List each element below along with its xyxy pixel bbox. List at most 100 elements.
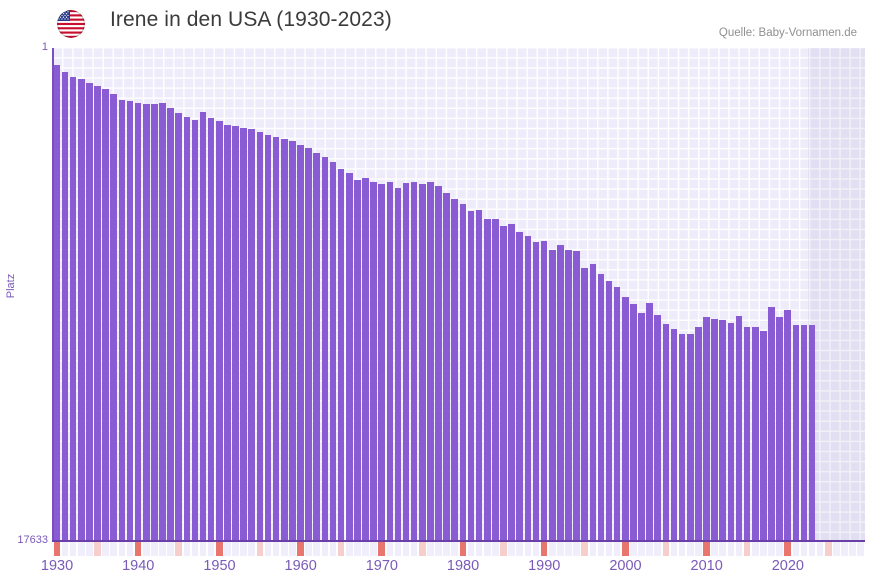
x-axis-label-1940: 1940 — [122, 558, 155, 574]
x-tick-2002 — [638, 542, 645, 556]
x-tick-1984 — [492, 542, 499, 556]
x-tick-major-1960 — [297, 542, 304, 556]
x-tick-1973 — [402, 542, 410, 556]
x-tick-1947 — [191, 542, 199, 556]
bar-2011 — [711, 319, 718, 541]
bar-2018 — [768, 307, 775, 541]
x-tick-2005 — [662, 542, 670, 556]
bar-2008 — [686, 334, 694, 541]
x-tick-major-1990 — [540, 542, 548, 556]
x-tick-1964 — [329, 542, 337, 556]
bar-1939 — [126, 101, 134, 541]
x-tick-1955 — [256, 542, 264, 556]
x-axis-label-1950: 1950 — [203, 558, 236, 574]
x-tick-1961 — [305, 542, 312, 556]
bar-1946 — [183, 117, 191, 541]
x-tick-1938 — [118, 542, 126, 556]
bar-1941 — [142, 104, 150, 541]
x-tick-1936 — [102, 542, 109, 556]
x-tick-2003 — [646, 542, 653, 556]
bar-1992 — [557, 245, 564, 541]
x-tick-1965 — [337, 542, 345, 556]
x-tick-1956 — [264, 542, 272, 556]
x-tick-1952 — [232, 542, 239, 556]
bar-2019 — [776, 317, 783, 541]
x-tick-1959 — [289, 542, 296, 556]
bar-2009 — [695, 327, 702, 541]
x-axis-label-1930: 1930 — [40, 558, 74, 574]
bar-2021 — [792, 325, 800, 541]
x-axis-tick-band — [53, 542, 865, 556]
bar-2004 — [654, 315, 662, 541]
x-tick-1969 — [370, 542, 377, 556]
x-axis-label-1980: 1980 — [446, 558, 480, 574]
x-tick-major-1970 — [378, 542, 385, 556]
x-tick-1985 — [500, 542, 507, 556]
x-tick-2029 — [857, 542, 865, 556]
x-tick-2019 — [776, 542, 783, 556]
x-tick-2009 — [695, 542, 702, 556]
x-tick-2022 — [800, 542, 808, 556]
x-tick-1993 — [565, 542, 572, 556]
bar-1931 — [61, 72, 69, 541]
bar-1997 — [597, 274, 605, 541]
bar-2016 — [751, 327, 759, 541]
x-tick-1981 — [467, 542, 475, 556]
bar-1972 — [394, 188, 402, 541]
bar-1996 — [589, 264, 597, 541]
bar-1999 — [613, 287, 621, 541]
x-tick-1975 — [419, 542, 426, 556]
x-tick-1934 — [86, 542, 93, 556]
bar-1964 — [329, 162, 337, 541]
bar-1986 — [508, 224, 515, 541]
x-tick-1996 — [589, 542, 597, 556]
bar-1956 — [264, 135, 272, 541]
x-tick-1946 — [183, 542, 191, 556]
bar-1989 — [532, 242, 540, 541]
x-tick-1933 — [77, 542, 85, 556]
x-tick-2026 — [833, 542, 840, 556]
x-tick-1942 — [151, 542, 158, 556]
bar-1947 — [191, 120, 199, 541]
x-tick-1987 — [516, 542, 524, 556]
bar-2013 — [727, 323, 735, 541]
x-axis-label-1960: 1960 — [284, 558, 317, 574]
x-tick-1972 — [394, 542, 402, 556]
bar-1980 — [459, 204, 467, 541]
bar-1994 — [573, 251, 580, 541]
x-axis-label-1970: 1970 — [365, 558, 398, 574]
x-tick-1988 — [524, 542, 532, 556]
bar-1970 — [378, 184, 385, 541]
bar-1969 — [370, 182, 377, 541]
bar-1949 — [207, 118, 215, 541]
us-flag-icon — [57, 10, 85, 38]
bar-1971 — [386, 182, 394, 541]
bar-1952 — [232, 126, 239, 541]
bar-1958 — [280, 139, 288, 541]
x-tick-1991 — [548, 542, 556, 556]
x-tick-1949 — [207, 542, 215, 556]
x-tick-2024 — [816, 542, 824, 556]
bar-1990 — [540, 241, 548, 541]
x-tick-1935 — [94, 542, 101, 556]
bar-2020 — [784, 310, 791, 541]
bar-2007 — [678, 334, 686, 541]
x-tick-2013 — [727, 542, 735, 556]
y-axis-tick-bottom: 17633 — [17, 534, 48, 546]
bar-1944 — [167, 108, 174, 541]
x-tick-1951 — [224, 542, 231, 556]
x-tick-1963 — [321, 542, 329, 556]
bar-1936 — [102, 89, 109, 541]
bar-1979 — [451, 199, 459, 541]
x-tick-2017 — [760, 542, 767, 556]
x-tick-1939 — [126, 542, 134, 556]
x-tick-1967 — [354, 542, 361, 556]
bar-1954 — [248, 129, 256, 541]
bar-1932 — [69, 77, 77, 541]
bar-1937 — [110, 94, 118, 541]
x-tick-2018 — [768, 542, 775, 556]
bar-series — [53, 48, 865, 541]
x-tick-1931 — [61, 542, 69, 556]
no-data-shade — [808, 48, 865, 541]
x-tick-1958 — [280, 542, 288, 556]
